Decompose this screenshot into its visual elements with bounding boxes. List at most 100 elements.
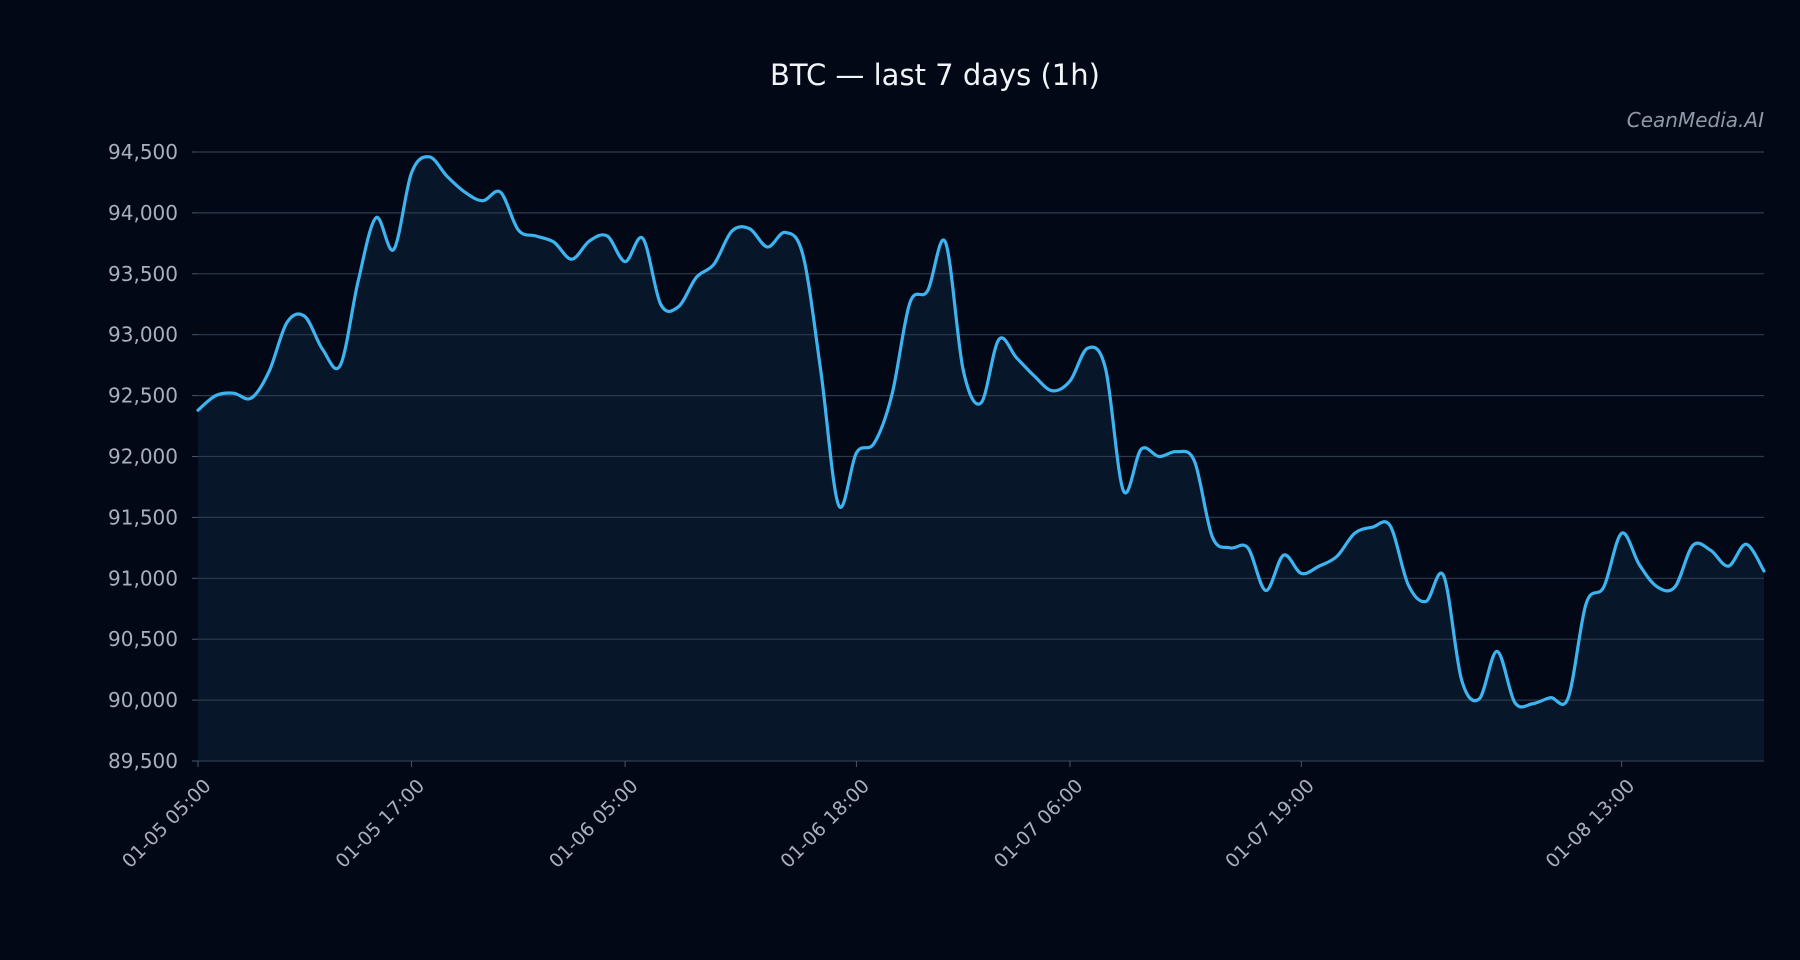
y-tick-label: 94,000 xyxy=(108,201,178,225)
price-data-point xyxy=(659,303,662,306)
price-data-point xyxy=(197,409,200,412)
price-data-point xyxy=(802,254,805,257)
price-data-point xyxy=(214,394,217,397)
price-data-point xyxy=(1033,375,1036,378)
y-tick-label: 92,000 xyxy=(108,445,178,469)
price-data-point xyxy=(730,230,733,233)
price-data-point xyxy=(1086,347,1089,350)
price-data-point xyxy=(1068,379,1071,382)
price-data-point xyxy=(695,276,698,279)
price-data-point xyxy=(1353,532,1356,535)
y-tick-label: 93,500 xyxy=(108,262,178,286)
price-data-point xyxy=(303,315,306,318)
price-data-point xyxy=(1638,563,1641,566)
price-data-point xyxy=(837,504,840,507)
price-data-point xyxy=(517,228,520,231)
plot-area: 89,500 90,000 90,500 91,000 91,500 92,000 92,5… xyxy=(108,140,1766,873)
price-data-point xyxy=(285,321,288,324)
y-tick-label: 94,500 xyxy=(108,140,178,164)
price-data-point xyxy=(1691,544,1694,547)
price-data-point xyxy=(1140,448,1143,451)
price-data-point xyxy=(1496,650,1499,653)
price-data-point xyxy=(357,280,360,283)
price-data-point xyxy=(784,231,787,234)
price-data-point xyxy=(1300,572,1303,575)
y-tick-label: 91,500 xyxy=(108,505,178,529)
y-tick-label: 92,500 xyxy=(108,384,178,408)
price-data-point xyxy=(588,239,591,242)
price-data-point xyxy=(766,246,769,249)
price-data-point xyxy=(1407,583,1410,586)
price-data-point xyxy=(873,442,876,445)
price-data-point xyxy=(1157,455,1160,458)
price-data-point xyxy=(1051,389,1054,392)
chart-title: BTC — last 7 days (1h) xyxy=(770,58,1100,92)
price-data-point xyxy=(1122,489,1125,492)
price-data-point xyxy=(535,235,538,238)
price-data-point xyxy=(641,237,644,240)
price-data-point xyxy=(1104,367,1107,370)
watermark-text: CeanMedia.AI xyxy=(1627,108,1764,132)
price-data-point xyxy=(392,248,395,251)
price-data-point xyxy=(1585,602,1588,605)
price-data-point xyxy=(1567,696,1570,699)
price-data-point xyxy=(1602,585,1605,588)
price-data-point xyxy=(1424,600,1427,603)
price-series-line xyxy=(196,155,1766,709)
price-data-point xyxy=(499,191,502,194)
price-data-point xyxy=(1318,565,1321,568)
price-data-point xyxy=(339,364,342,367)
price-data-point xyxy=(891,393,894,396)
price-data-point xyxy=(374,216,377,219)
price-data-point xyxy=(1264,589,1267,592)
y-tick-label: 89,500 xyxy=(108,749,178,773)
price-data-point xyxy=(570,258,573,261)
y-tick-label: 90,500 xyxy=(108,627,178,651)
price-data-point xyxy=(446,175,449,178)
price-data-point xyxy=(713,263,716,266)
price-data-point xyxy=(410,171,413,174)
price-data-point xyxy=(1371,526,1374,529)
price-data-point xyxy=(232,392,235,395)
price-data-point xyxy=(926,289,929,292)
price-data-point xyxy=(1229,546,1232,549)
price-data-point xyxy=(1460,678,1463,681)
price-data-point xyxy=(1389,524,1392,527)
price-data-point xyxy=(1531,702,1534,705)
price-data-point xyxy=(1727,565,1730,568)
y-tick-label: 90,000 xyxy=(108,688,178,712)
price-data-point xyxy=(1763,569,1766,572)
price-data-point xyxy=(819,370,822,373)
price-data-point xyxy=(463,191,466,194)
y-tick-label: 93,000 xyxy=(108,323,178,347)
price-data-point xyxy=(250,397,253,400)
price-data-point xyxy=(481,199,484,202)
price-data-point xyxy=(321,348,324,351)
price-data-point xyxy=(1193,460,1196,463)
price-data-point xyxy=(944,241,947,244)
price-data-point xyxy=(1656,585,1659,588)
price-data-point xyxy=(1211,535,1214,538)
price-data-point xyxy=(1175,450,1178,453)
price-data-point xyxy=(748,227,751,230)
price-data-point xyxy=(997,338,1000,341)
price-data-point xyxy=(552,241,555,244)
price-data-point xyxy=(1246,546,1249,549)
price-data-point xyxy=(855,451,858,454)
y-tick-label: 91,000 xyxy=(108,566,178,590)
price-data-point xyxy=(606,235,609,238)
price-area-fill xyxy=(198,156,1764,761)
price-data-point xyxy=(677,305,680,308)
price-data-point xyxy=(1478,697,1481,700)
price-data-point xyxy=(624,260,627,263)
price-data-point xyxy=(1709,549,1712,552)
price-data-point xyxy=(1442,574,1445,577)
price-data-point xyxy=(1620,532,1623,535)
price-data-point xyxy=(980,401,983,404)
price-data-point xyxy=(908,302,911,305)
price-data-point xyxy=(428,155,431,158)
price-data-point xyxy=(1674,585,1677,588)
price-data-point xyxy=(1335,555,1338,558)
price-data-point xyxy=(1745,543,1748,546)
